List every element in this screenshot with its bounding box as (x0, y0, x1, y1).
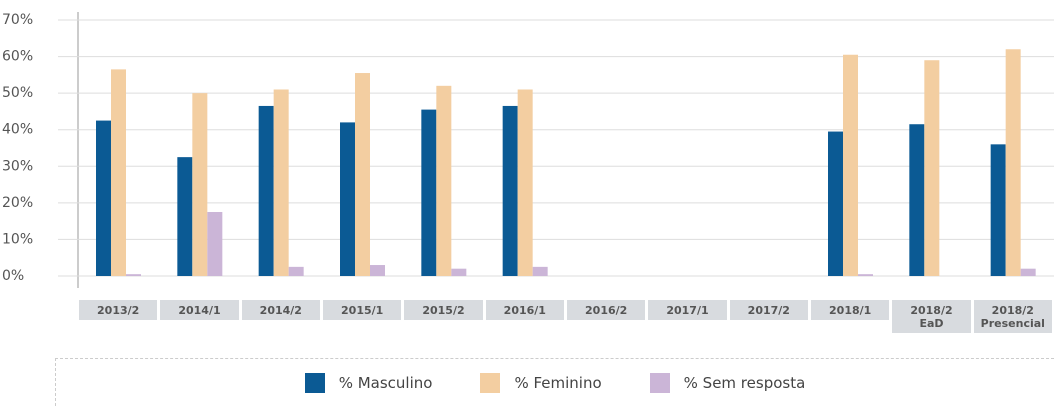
legend-item: % Sem resposta (649, 372, 806, 393)
x-tick-label: 2018/1 (811, 300, 890, 320)
y-tick-label: 10% (2, 231, 33, 247)
x-tick-label: 2018/2 EaD (892, 300, 971, 333)
bar (273, 89, 289, 276)
x-tick-label: 2015/2 (404, 300, 483, 320)
x-tick-label: 2017/1 (648, 300, 727, 320)
bar (421, 109, 437, 276)
legend-label: % Sem resposta (683, 373, 806, 392)
y-tick-label: 0% (2, 268, 24, 284)
y-tick-label: 30% (2, 158, 33, 174)
bar (858, 274, 873, 276)
bar (843, 54, 858, 276)
bar (436, 85, 452, 276)
bar (96, 120, 111, 276)
bar (828, 131, 843, 276)
bar (355, 73, 370, 277)
bar (990, 144, 1006, 276)
bar (532, 266, 548, 276)
x-tick-label: 2018/2 Presencial (973, 300, 1052, 333)
bar (1005, 49, 1021, 276)
bar (111, 69, 126, 276)
legend-label: % Feminino (514, 373, 602, 392)
legend-label: % Masculino (338, 373, 433, 392)
x-tick-label: 2015/1 (323, 300, 402, 320)
x-tick-label: 2014/2 (241, 300, 320, 320)
x-tick-label: 2016/1 (485, 300, 564, 320)
x-tick-label: 2013/2 (79, 300, 158, 320)
bar (177, 157, 193, 276)
bar (126, 274, 141, 276)
y-tick-label: 50% (2, 85, 33, 101)
bar (924, 60, 940, 276)
x-tick-label: 2016/2 (567, 300, 646, 320)
bar (1020, 268, 1036, 276)
bar (192, 93, 208, 277)
y-tick-label: 20% (2, 195, 33, 211)
bar (370, 265, 385, 276)
bar (340, 122, 355, 277)
legend-swatch (480, 372, 501, 393)
bar (451, 268, 467, 276)
y-tick-label: 60% (2, 49, 33, 65)
bar (517, 89, 533, 276)
y-tick-label: 70% (2, 12, 33, 28)
chart: 0% 10% 20% 30% 40% 50% 60% 70% (2, 12, 1054, 288)
y-tick-label: 40% (2, 122, 33, 138)
x-tick-label: 2017/2 (729, 300, 808, 320)
bar (502, 105, 518, 276)
legend-swatch (304, 372, 325, 393)
bar (909, 124, 925, 276)
bar (207, 212, 223, 276)
legend-item: % Feminino (480, 372, 602, 393)
bar (258, 105, 274, 276)
legend: % Masculino % Feminino % Sem resposta (55, 358, 1054, 406)
legend-item: % Masculino (304, 372, 433, 393)
x-tick-label: 2014/1 (160, 300, 239, 320)
legend-swatch (649, 372, 670, 393)
bar (288, 266, 304, 276)
